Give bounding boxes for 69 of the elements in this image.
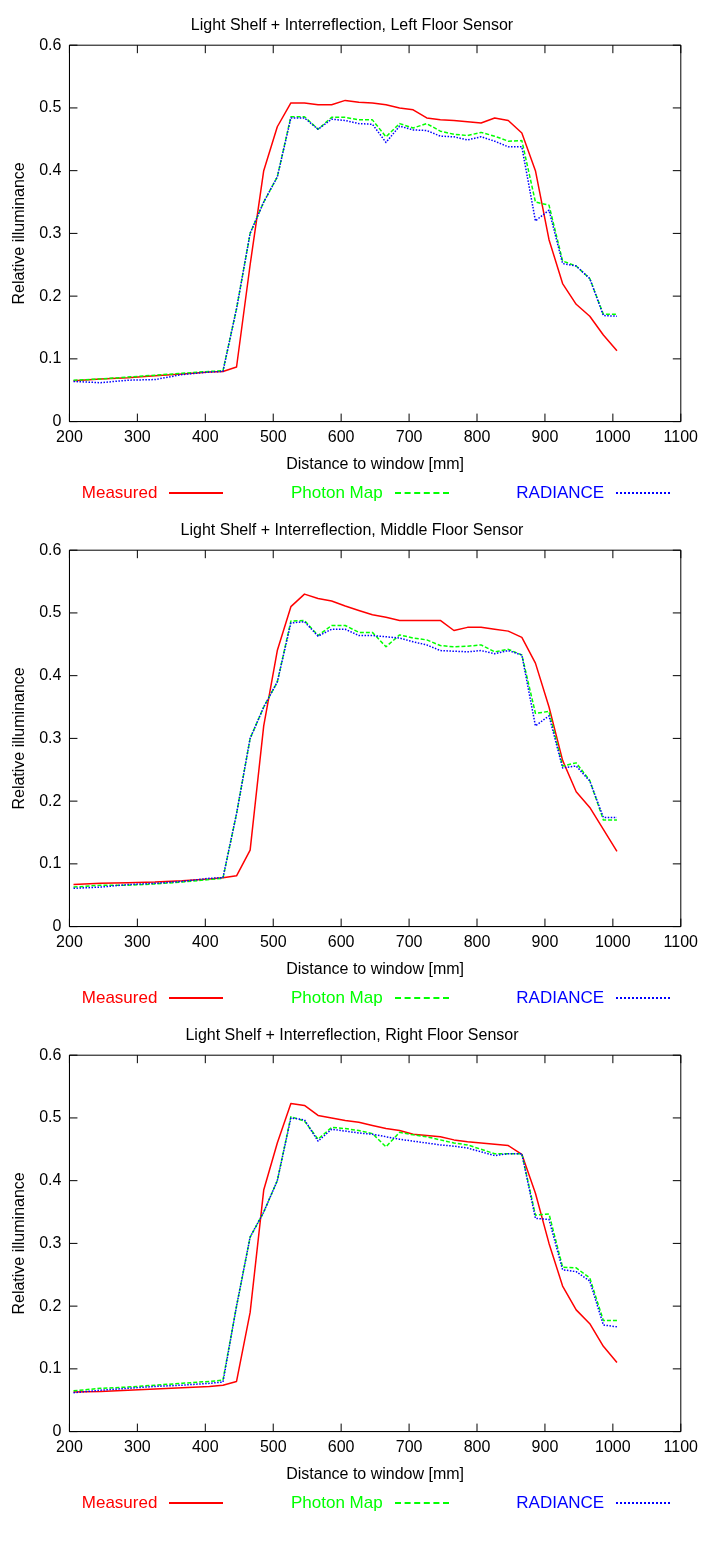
- x-tick-label: 500: [259, 427, 287, 445]
- y-tick-label: 0.2: [39, 791, 62, 809]
- x-tick-label: 600: [327, 1437, 355, 1455]
- y-tick-label: 0.6: [39, 1045, 62, 1063]
- x-tick-label: 600: [327, 932, 355, 950]
- y-tick-label: 0.4: [39, 161, 62, 179]
- x-axis-title: Distance to window [mm]: [286, 454, 465, 472]
- x-tick-label: 600: [327, 427, 355, 445]
- x-tick-label: 1100: [663, 1437, 699, 1455]
- legend-label: Photon Map: [291, 988, 383, 1008]
- legend-label: Photon Map: [291, 1493, 383, 1513]
- chart-title: Light Shelf + Interreflection, Right Floor Sensor: [185, 1026, 520, 1044]
- y-axis-title: Relative illuminance: [10, 667, 28, 810]
- legend-label: Measured: [81, 1493, 158, 1513]
- x-tick-label: 400: [191, 932, 219, 950]
- x-tick-label: 1000: [595, 427, 631, 445]
- x-axis-title: Distance to window [mm]: [286, 1464, 465, 1482]
- x-tick-label: 200: [56, 427, 83, 445]
- x-tick-label: 300: [124, 932, 151, 950]
- x-tick-label: 400: [191, 427, 219, 445]
- legend-label: Measured: [81, 988, 158, 1008]
- y-tick-label: 0.6: [39, 35, 62, 53]
- y-tick-label: 0.3: [39, 223, 62, 241]
- y-tick-label: 0.1: [39, 1359, 62, 1377]
- x-tick-label: 300: [124, 1437, 151, 1455]
- y-axis-title: Relative illuminance: [10, 162, 28, 305]
- y-tick-label: 0: [52, 917, 62, 935]
- x-tick-label: 700: [395, 427, 423, 445]
- x-tick-label: 200: [56, 1437, 83, 1455]
- legend-label: RADIANCE: [516, 988, 605, 1008]
- y-tick-label: 0.3: [39, 728, 62, 746]
- legend-label: RADIANCE: [516, 1493, 605, 1513]
- y-tick-label: 0.2: [39, 1296, 62, 1314]
- legend-label: RADIANCE: [516, 483, 605, 503]
- x-tick-label: 500: [259, 932, 287, 950]
- x-tick-label: 900: [531, 1437, 559, 1455]
- x-tick-label: 800: [463, 932, 491, 950]
- x-tick-label: 300: [124, 427, 151, 445]
- y-tick-label: 0: [52, 412, 62, 430]
- x-tick-label: 1000: [595, 1437, 631, 1455]
- y-tick-label: 0.5: [39, 1108, 62, 1126]
- y-tick-label: 0.6: [39, 540, 62, 558]
- y-tick-label: 0.4: [39, 1171, 62, 1189]
- chart-title: Light Shelf + Interreflection, Middle Floor Sensor: [180, 521, 525, 539]
- y-tick-label: 0.4: [39, 666, 62, 684]
- y-tick-label: 0.1: [39, 854, 62, 872]
- x-tick-label: 500: [259, 1437, 287, 1455]
- x-tick-label: 800: [463, 427, 491, 445]
- x-tick-label: 900: [531, 427, 559, 445]
- y-tick-label: 0.1: [39, 349, 62, 367]
- x-tick-label: 1100: [663, 932, 699, 950]
- y-tick-label: 0: [52, 1422, 62, 1440]
- x-axis-title: Distance to window [mm]: [286, 959, 465, 977]
- x-tick-label: 800: [463, 1437, 491, 1455]
- x-tick-label: 1000: [595, 932, 631, 950]
- y-tick-label: 0.3: [39, 1233, 62, 1251]
- y-tick-label: 0.5: [39, 98, 62, 116]
- x-tick-label: 1100: [663, 427, 699, 445]
- legend-label: Photon Map: [291, 483, 383, 503]
- legend-label: Measured: [81, 483, 158, 503]
- chart-title: Light Shelf + Interreflection, Left Floor Sensor: [190, 16, 514, 34]
- x-tick-label: 900: [531, 932, 559, 950]
- y-tick-label: 0.5: [39, 603, 62, 621]
- y-axis-title: Relative illuminance: [10, 1172, 28, 1315]
- x-tick-label: 200: [56, 932, 83, 950]
- x-tick-label: 700: [395, 1437, 423, 1455]
- x-tick-label: 400: [191, 1437, 219, 1455]
- y-tick-label: 0.2: [39, 286, 62, 304]
- x-tick-label: 700: [395, 932, 423, 950]
